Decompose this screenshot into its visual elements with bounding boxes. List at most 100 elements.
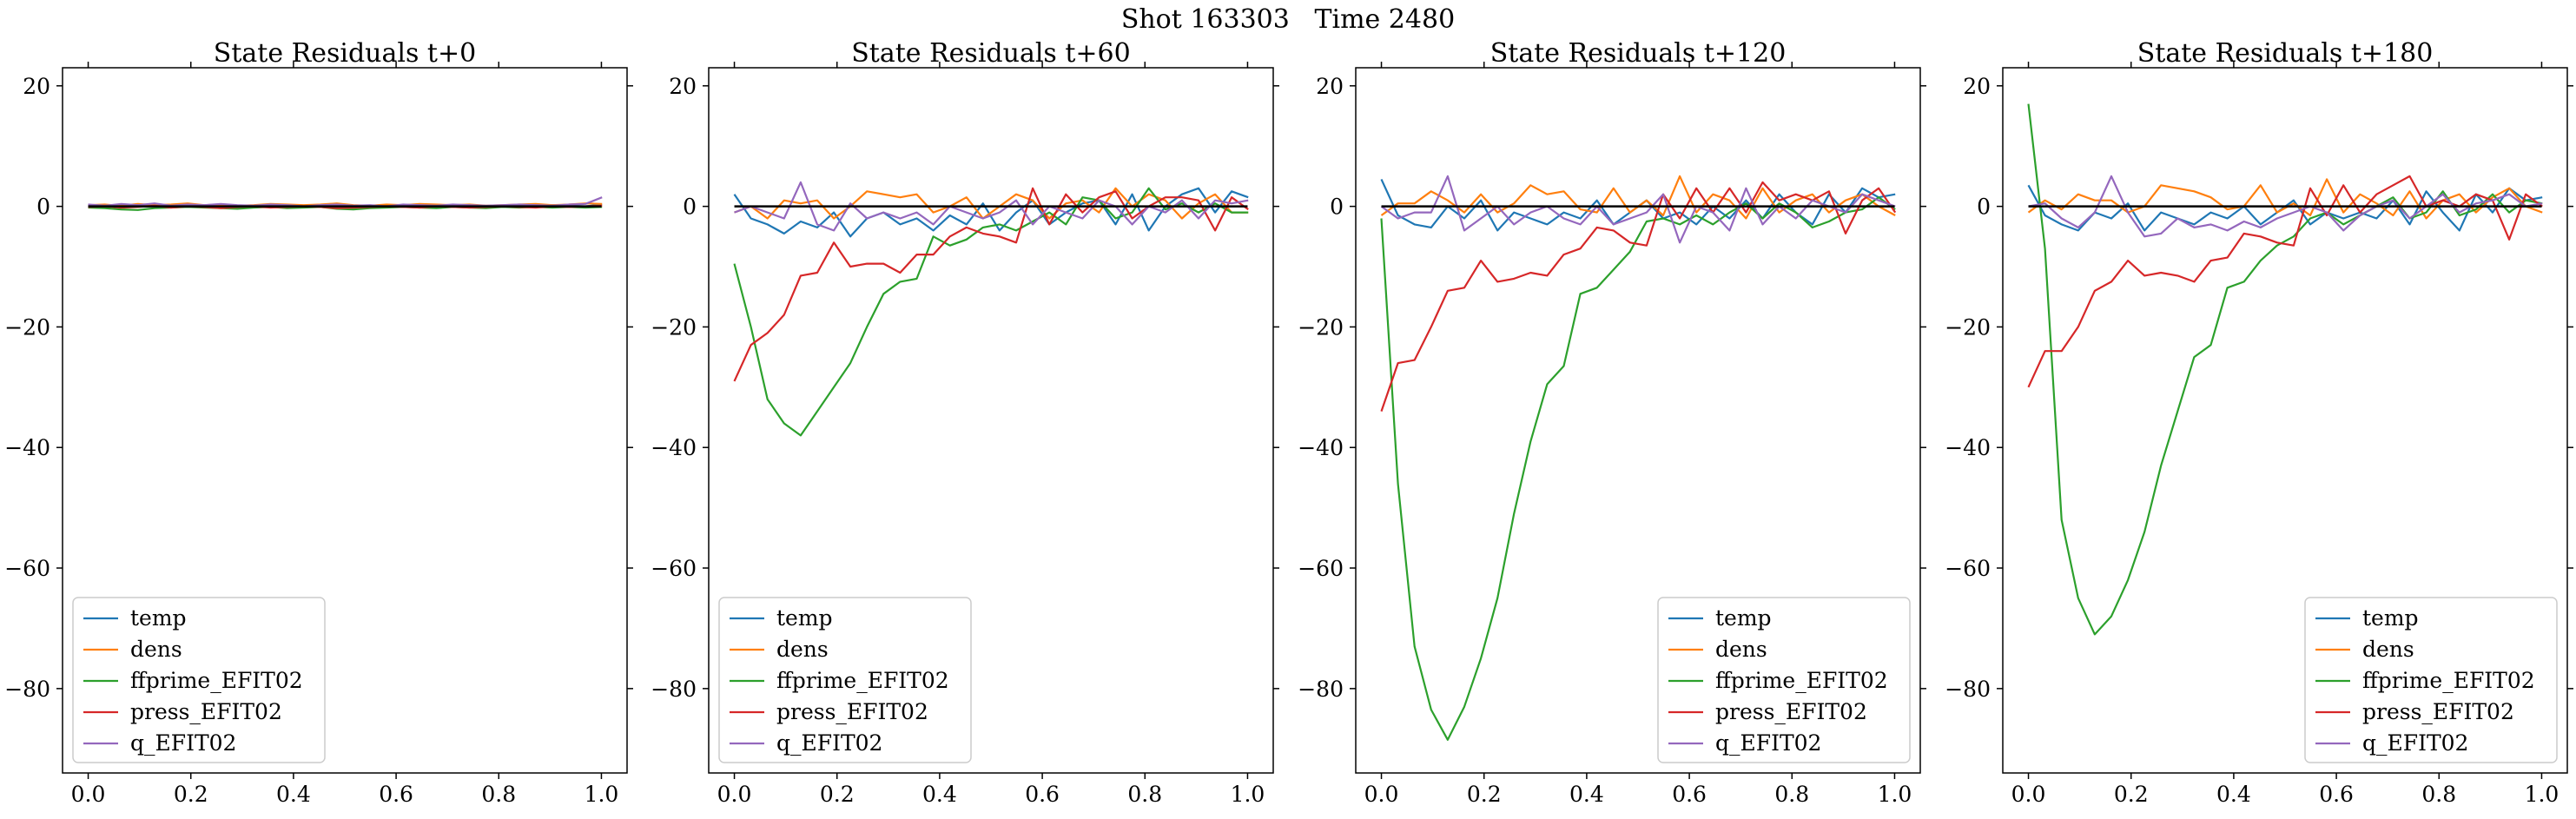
chart-panel-2: State Residuals t+60 0.0 0.2 0.4 0.6 0.8 1.0 20… — [651, 38, 1279, 807]
panel-title: State Residuals t+180 — [2137, 38, 2434, 69]
series-line-dens — [734, 187, 1249, 220]
legend-box — [718, 597, 972, 763]
legend-entry: press_EFIT02 — [776, 699, 928, 724]
panel-title: State Residuals t+120 — [1490, 38, 1787, 69]
series-line-q_EFIT02 — [1380, 175, 1896, 244]
legend: temp dens ffprime_EFIT02 press_EFIT02 q_EFIT… — [72, 597, 326, 763]
x-tick-label: 0.6 — [2319, 782, 2354, 807]
y-tick-label: 0 — [1330, 195, 1344, 220]
axes-frame — [62, 67, 628, 774]
y-tick-label: −20 — [4, 314, 50, 340]
x-tick-label: 0.2 — [1467, 782, 1502, 807]
legend-entry: q_EFIT02 — [130, 730, 236, 756]
legend-entry: dens — [130, 637, 182, 662]
y-tick-label: −60 — [651, 556, 697, 581]
x-tick-label: 0.6 — [1025, 782, 1060, 807]
x-tick-label: 0.2 — [820, 782, 855, 807]
legend-box — [2304, 597, 2558, 763]
legend-entry: temp — [776, 605, 833, 631]
legend: temp dens ffprime_EFIT02 press_EFIT02 q_EFIT… — [1657, 597, 1911, 763]
x-tick-label: 0.4 — [276, 782, 311, 807]
y-tick-label: −80 — [4, 677, 50, 702]
legend-entry: temp — [2362, 605, 2419, 631]
legend-entry: dens — [1715, 637, 1767, 662]
series-line-q_EFIT02 — [88, 196, 603, 208]
series-line-q_EFIT02 — [734, 181, 1249, 232]
series-line-press_EFIT02 — [1380, 181, 1897, 412]
legend-box — [1657, 597, 1911, 763]
legend-entry: ffprime_EFIT02 — [1715, 668, 1888, 693]
legend-entry: q_EFIT02 — [2362, 730, 2468, 756]
x-tick-label: 0.0 — [1364, 782, 1399, 807]
legend-entry: ffprime_EFIT02 — [130, 668, 303, 693]
series-line-temp — [1380, 178, 1896, 232]
series-line-ffprime_EFIT02 — [2027, 103, 2543, 636]
y-tick-label: 20 — [23, 74, 50, 99]
y-tick-label: 20 — [1963, 74, 1991, 99]
legend-entry: q_EFIT02 — [1715, 730, 1821, 756]
series-line-ffprime_EFIT02 — [1380, 196, 1896, 741]
panels-container: State Residuals t+0 0.0 0.2 0.4 0.6 0.8 1.0 20 0… — [4, 38, 2573, 807]
legend-entry: ffprime_EFIT02 — [2362, 668, 2535, 693]
chart-panel-1: State Residuals t+0 0.0 0.2 0.4 0.6 0.8 1.0 20 0… — [4, 38, 633, 807]
y-tick-label: −60 — [4, 556, 50, 581]
panel-title: State Residuals t+0 — [214, 38, 476, 69]
y-tick-label: −80 — [1945, 677, 1991, 702]
y-tick-label: 20 — [1316, 74, 1344, 99]
legend: temp dens ffprime_EFIT02 press_EFIT02 q_EFIT… — [2304, 597, 2558, 763]
series-line-press_EFIT02 — [733, 187, 1249, 382]
x-tick-label: 0.2 — [2114, 782, 2149, 807]
legend-entry: press_EFIT02 — [2362, 699, 2514, 724]
legend-entry: temp — [1715, 605, 1772, 631]
x-tick-label: 0.0 — [2011, 782, 2046, 807]
chart-panel-4: State Residuals t+180 0.0 0.2 0.4 0.6 0.8 1.0 2… — [1945, 38, 2573, 807]
legend-entry: temp — [130, 605, 187, 631]
axes-frame — [1355, 67, 1921, 774]
legend-entry: dens — [2362, 637, 2414, 662]
x-tick-label: 0.8 — [1127, 782, 1162, 807]
x-tick-label: 0.0 — [717, 782, 752, 807]
y-tick-label: 20 — [669, 74, 697, 99]
legend-entry: press_EFIT02 — [1715, 699, 1867, 724]
x-tick-label: 0.6 — [1672, 782, 1707, 807]
legend-entry: dens — [776, 637, 829, 662]
x-tick-label: 0.6 — [379, 782, 413, 807]
x-tick-label: 1.0 — [2525, 782, 2559, 807]
series-line-q_EFIT02 — [2028, 175, 2543, 238]
y-tick-label: 0 — [36, 195, 50, 220]
y-tick-label: −60 — [1298, 556, 1344, 581]
y-tick-label: −20 — [651, 314, 697, 340]
x-tick-label: 1.0 — [1231, 782, 1265, 807]
x-tick-label: 1.0 — [585, 782, 619, 807]
y-tick-label: −40 — [1945, 435, 1991, 460]
legend-entry: ffprime_EFIT02 — [776, 668, 949, 693]
y-tick-label: −80 — [651, 677, 697, 702]
x-tick-label: 0.4 — [1569, 782, 1604, 807]
series-line-dens — [2027, 178, 2543, 220]
legend: temp dens ffprime_EFIT02 press_EFIT02 q_EFIT… — [718, 597, 972, 763]
y-tick-label: −40 — [4, 435, 50, 460]
panel-title: State Residuals t+60 — [851, 38, 1130, 69]
y-tick-label: −20 — [1298, 314, 1344, 340]
y-tick-label: −80 — [1298, 677, 1344, 702]
x-tick-label: 0.8 — [2421, 782, 2456, 807]
x-tick-label: 0.4 — [2216, 782, 2251, 807]
x-tick-label: 0.0 — [71, 782, 106, 807]
y-tick-label: −20 — [1945, 314, 1991, 340]
chart-panel-3: State Residuals t+120 0.0 0.2 0.4 0.6 0.8 1.0 2… — [1298, 38, 1926, 807]
legend-entry: q_EFIT02 — [776, 730, 882, 756]
legend-entry: press_EFIT02 — [130, 699, 282, 724]
figure-suptitle: Shot 163303 Time 2480 — [1121, 4, 1455, 35]
y-tick-label: −40 — [1298, 435, 1344, 460]
y-tick-label: −60 — [1945, 556, 1991, 581]
x-tick-label: 0.4 — [922, 782, 957, 807]
x-tick-label: 0.8 — [1774, 782, 1809, 807]
legend-box — [72, 597, 326, 763]
x-tick-label: 0.8 — [481, 782, 516, 807]
axes-frame — [708, 67, 1274, 774]
x-tick-label: 1.0 — [1878, 782, 1912, 807]
x-tick-label: 0.2 — [174, 782, 208, 807]
y-tick-label: −40 — [651, 435, 697, 460]
axes-frame — [2002, 67, 2568, 774]
